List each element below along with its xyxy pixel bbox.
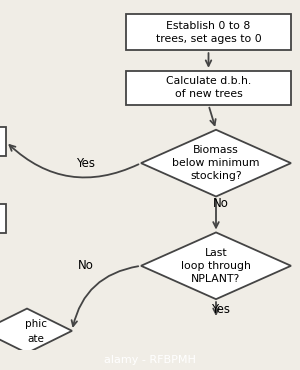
Text: No: No bbox=[213, 197, 228, 210]
Text: alamy - RFBPMH: alamy - RFBPMH bbox=[104, 355, 196, 366]
Polygon shape bbox=[0, 309, 72, 353]
Text: ate: ate bbox=[28, 334, 44, 344]
FancyBboxPatch shape bbox=[126, 14, 291, 50]
Text: Yes: Yes bbox=[211, 303, 230, 316]
FancyBboxPatch shape bbox=[0, 204, 6, 233]
Text: No: No bbox=[78, 259, 93, 272]
Polygon shape bbox=[141, 232, 291, 299]
Polygon shape bbox=[141, 130, 291, 196]
Text: Biomass
below minimum
stocking?: Biomass below minimum stocking? bbox=[172, 145, 260, 181]
Text: Establish 0 to 8
trees, set ages to 0: Establish 0 to 8 trees, set ages to 0 bbox=[156, 21, 261, 44]
Text: Yes: Yes bbox=[76, 157, 95, 169]
FancyBboxPatch shape bbox=[0, 127, 6, 156]
Text: phic: phic bbox=[25, 319, 47, 329]
Text: Last
loop through
NPLANT?: Last loop through NPLANT? bbox=[181, 248, 251, 284]
FancyBboxPatch shape bbox=[126, 71, 291, 105]
Text: Calculate d.b.h.
of new trees: Calculate d.b.h. of new trees bbox=[166, 76, 251, 100]
